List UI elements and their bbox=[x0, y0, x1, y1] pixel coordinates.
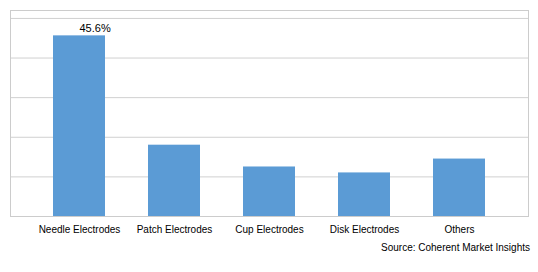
html-text:Source: Coherent Market Insigh: Source: Coherent Market Insights bbox=[381, 242, 530, 253]
svg-text:Cup Electrodes: Cup Electrodes bbox=[235, 224, 303, 235]
svg-text:Disk Electrodes: Disk Electrodes bbox=[330, 224, 399, 235]
svg-text:Others: Others bbox=[444, 224, 474, 235]
svg-text:Patch Electrodes: Patch Electrodes bbox=[137, 224, 213, 235]
svg-text:45.6%: 45.6% bbox=[80, 22, 111, 34]
svg-text:Needle Electrodes: Needle Electrodes bbox=[39, 224, 121, 235]
